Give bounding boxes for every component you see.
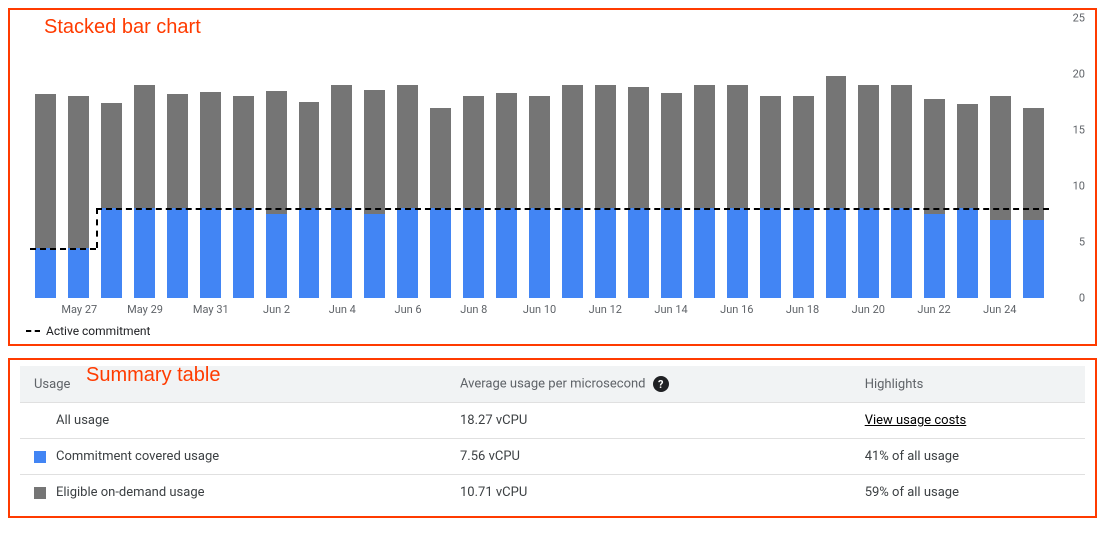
x-tick-label: Jun 18	[786, 303, 819, 316]
column-header-average[interactable]: Average usage per microsecond ?	[446, 366, 851, 403]
table-row: All usage 18.27 vCPU View usage costs	[20, 403, 1085, 439]
usage-label: Commitment covered usage	[56, 449, 219, 464]
cell-average: 18.27 vCPU	[446, 403, 851, 439]
y-tick: 10	[1073, 180, 1085, 193]
x-tick-label: Jun 4	[329, 303, 356, 316]
cell-usage: Eligible on-demand usage	[20, 475, 446, 511]
view-usage-costs-link[interactable]: View usage costs	[865, 413, 967, 428]
x-tick-label: Jun 12	[589, 303, 622, 316]
chart-panel: Stacked bar chart May 27May 29May 31Jun …	[8, 8, 1097, 346]
x-tick-label: May 31	[193, 303, 229, 316]
cell-average: 10.71 vCPU	[446, 475, 851, 511]
x-tick-label: Jun 14	[654, 303, 687, 316]
cell-highlights: 41% of all usage	[851, 439, 1085, 475]
active-commitment-line	[96, 208, 1049, 210]
x-tick-label: Jun 6	[395, 303, 422, 316]
cell-highlights: 59% of all usage	[851, 475, 1085, 511]
x-tick-label: Jun 24	[983, 303, 1016, 316]
legend-active-commitment: Active commitment	[46, 324, 150, 338]
cell-average: 7.56 vCPU	[446, 439, 851, 475]
cell-usage: Commitment covered usage	[20, 439, 446, 475]
dashed-line-icon	[26, 330, 40, 332]
x-tick-label: Jun 16	[720, 303, 753, 316]
x-tick-label: Jun 2	[263, 303, 290, 316]
chart-legend: Active commitment	[20, 324, 1085, 338]
y-tick: 5	[1079, 236, 1085, 249]
usage-label: Eligible on-demand usage	[56, 485, 205, 500]
legend-swatch	[34, 451, 46, 463]
x-tick-label: May 29	[127, 303, 163, 316]
x-tick-label: May 27	[61, 303, 97, 316]
column-header-usage[interactable]: Usage	[20, 366, 446, 403]
help-icon[interactable]: ?	[653, 376, 669, 392]
y-axis: 0510152025	[1055, 16, 1085, 316]
x-tick-label: Jun 20	[852, 303, 885, 316]
usage-label: All usage	[56, 413, 109, 428]
active-commitment-line	[30, 248, 96, 250]
active-commitment-step	[96, 208, 98, 247]
stacked-bar-chart: May 27 May 29 May 31 Jun 2 Jun 4 Jun 6 Jun 8 Ju…	[20, 16, 1085, 316]
table-row: Eligible on-demand usage 10.71 vCPU59% of…	[20, 475, 1085, 511]
legend-swatch	[34, 415, 46, 427]
y-tick: 15	[1073, 124, 1085, 137]
legend-swatch	[34, 487, 46, 499]
x-tick-label: Jun 22	[917, 303, 950, 316]
summary-table-panel: Summary table Usage Average usage per mi…	[8, 358, 1097, 518]
summary-table: Usage Average usage per microsecond ? Hi…	[20, 366, 1085, 510]
table-row: Commitment covered usage 7.56 vCPU41% of …	[20, 439, 1085, 475]
cell-usage: All usage	[20, 403, 446, 439]
cell-highlights: View usage costs	[851, 403, 1085, 439]
x-tick-label: Jun 10	[523, 303, 556, 316]
y-tick: 20	[1073, 68, 1085, 81]
y-tick: 25	[1073, 12, 1085, 25]
table-annotation-label: Summary table	[86, 364, 221, 387]
column-header-highlights[interactable]: Highlights	[851, 366, 1085, 403]
y-tick: 0	[1079, 292, 1085, 305]
x-tick-label: Jun 8	[460, 303, 487, 316]
